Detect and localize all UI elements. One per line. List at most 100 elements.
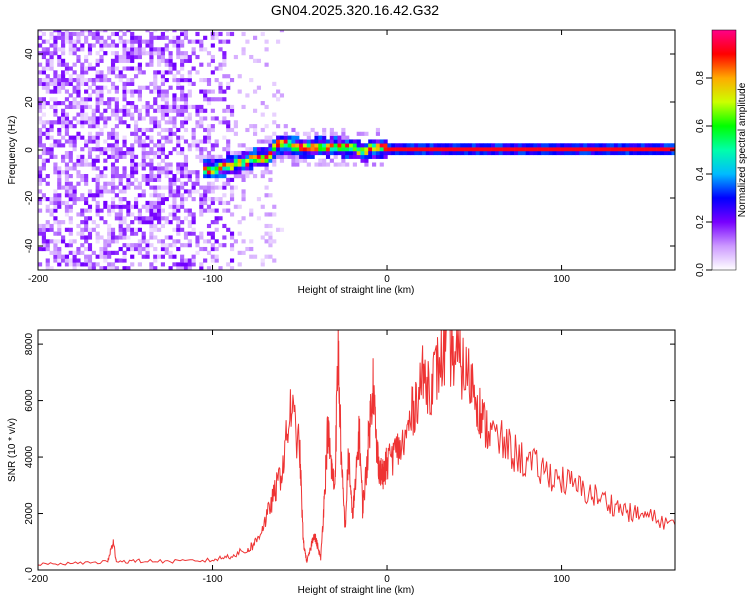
spectrogram-cell bbox=[176, 193, 181, 198]
spectrogram-cell bbox=[38, 43, 43, 48]
spectrogram-cell bbox=[126, 81, 131, 86]
spectrogram-cell bbox=[84, 97, 89, 102]
spectrogram-cell bbox=[107, 78, 112, 83]
spectrogram-cell bbox=[206, 170, 212, 175]
spectrogram-cell bbox=[368, 147, 373, 152]
spectrogram-cell bbox=[510, 147, 515, 152]
spectrogram-cell bbox=[64, 189, 70, 194]
spectrogram-cell bbox=[333, 147, 338, 152]
spectrogram-cell bbox=[95, 143, 100, 148]
spectrogram-cell bbox=[84, 162, 89, 167]
spectrogram-cell bbox=[164, 174, 169, 179]
spectrogram-cell bbox=[145, 62, 150, 67]
spectrogram-cell bbox=[253, 158, 258, 163]
spectrogram-cell bbox=[91, 35, 96, 40]
spectrogram-cell bbox=[525, 150, 530, 156]
spectrogram-cell bbox=[72, 97, 77, 102]
spectrogram-cell bbox=[195, 108, 200, 113]
spectrogram-cell bbox=[130, 39, 135, 44]
spectrogram-cell bbox=[444, 143, 450, 148]
spectrogram-cell bbox=[448, 143, 453, 148]
spectrogram-cell bbox=[206, 127, 212, 133]
spectrogram-cell bbox=[318, 139, 323, 144]
spectrogram-cell bbox=[268, 235, 273, 240]
spectrogram-cell bbox=[279, 150, 285, 156]
spectrogram-cell bbox=[337, 162, 342, 167]
spectrogram-cell bbox=[176, 220, 181, 225]
spectrogram-cell bbox=[241, 31, 246, 37]
spectrogram-cell bbox=[164, 216, 169, 221]
spectrogram-cell bbox=[80, 212, 85, 217]
y-tick-label: -40 bbox=[24, 238, 35, 253]
spectrogram-cell bbox=[226, 85, 231, 90]
spectrogram-cell bbox=[229, 231, 235, 236]
spectrogram-cell bbox=[160, 58, 166, 63]
spectrogram-cell bbox=[268, 170, 273, 175]
spectrogram-cell bbox=[210, 174, 215, 179]
spectrogram-cell bbox=[544, 143, 549, 148]
spectrogram-cell bbox=[122, 97, 127, 102]
spectrogram-cell bbox=[57, 227, 62, 232]
spectrogram-cell bbox=[226, 124, 231, 129]
spectrogram-cell bbox=[183, 197, 189, 202]
spectrogram-cell bbox=[160, 51, 166, 56]
spectrogram-cell bbox=[72, 47, 77, 52]
spectrogram-cell bbox=[199, 235, 204, 240]
spectrogram-cell bbox=[160, 223, 166, 229]
spectrogram-cell bbox=[656, 143, 661, 148]
spectrogram-cell bbox=[41, 31, 46, 37]
spectrogram-cell bbox=[68, 204, 73, 209]
spectrogram-cell bbox=[72, 43, 77, 48]
spectrogram-cell bbox=[76, 174, 81, 179]
spectrogram-cell bbox=[475, 150, 480, 156]
spectrogram-cell bbox=[49, 197, 54, 202]
spectrogram-cell bbox=[133, 47, 139, 52]
spectrogram-cell bbox=[118, 174, 123, 179]
spectrogram-cell bbox=[107, 116, 112, 121]
spectrogram-cell bbox=[222, 54, 227, 60]
spectrogram-cell bbox=[172, 124, 177, 129]
spectrogram-cell bbox=[64, 62, 70, 67]
spectrogram-cell bbox=[253, 174, 258, 179]
spectrogram-cell bbox=[245, 158, 250, 163]
spectrogram-cell bbox=[187, 81, 192, 86]
spectrogram-cell bbox=[38, 208, 43, 213]
spectrogram-cell bbox=[506, 150, 511, 156]
spectrogram-cell bbox=[80, 243, 85, 248]
spectrogram-cell bbox=[153, 74, 158, 79]
spectrogram-cell bbox=[203, 135, 208, 140]
spectrogram-cell bbox=[222, 193, 227, 198]
spectrogram-cell bbox=[53, 51, 58, 56]
spectrogram-cell bbox=[95, 139, 100, 144]
spectrogram-cell bbox=[126, 235, 131, 240]
spectrogram-cell bbox=[237, 150, 242, 156]
spectrogram-cell bbox=[256, 154, 261, 159]
spectrogram-cell bbox=[191, 231, 196, 236]
spectrogram-cell bbox=[617, 147, 622, 152]
spectrogram-cell bbox=[118, 208, 123, 213]
spectrogram-cell bbox=[249, 239, 254, 244]
spectrogram-cell bbox=[183, 127, 189, 133]
spectrogram-cell bbox=[80, 193, 85, 198]
spectrogram-cell bbox=[229, 127, 235, 133]
spectrogram-cell bbox=[360, 147, 365, 152]
spectrogram-cell bbox=[283, 124, 288, 129]
spectrogram-cell bbox=[72, 89, 77, 94]
spectrogram-cell bbox=[38, 189, 43, 194]
spectrogram-cell bbox=[49, 154, 54, 159]
spectrogram-cell bbox=[61, 239, 66, 244]
spectrogram-cell bbox=[64, 254, 70, 259]
spectrogram-cell bbox=[95, 101, 100, 106]
spectrogram-cell bbox=[137, 139, 142, 144]
spectrogram-cell bbox=[95, 116, 100, 121]
spectrogram-cell bbox=[226, 181, 231, 186]
spectrogram-cell bbox=[345, 147, 350, 152]
spectrogram-cell bbox=[114, 266, 119, 270]
spectrogram-cell bbox=[145, 216, 150, 221]
spectrogram-cell bbox=[130, 35, 135, 40]
spectrogram-cell bbox=[45, 85, 50, 90]
spectrogram-cell bbox=[68, 139, 73, 144]
spectrogram-cell bbox=[141, 177, 146, 182]
spectrogram-cell bbox=[210, 181, 215, 186]
spectrogram-cell bbox=[345, 143, 350, 148]
